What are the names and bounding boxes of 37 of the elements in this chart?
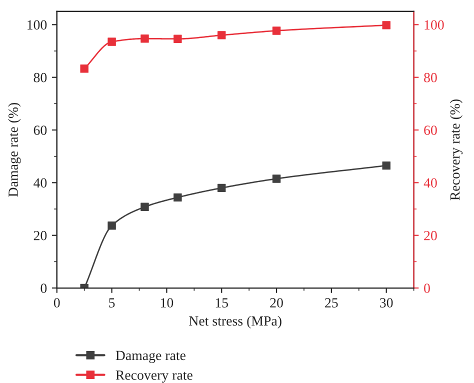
point [80, 64, 88, 73]
x-tick-label: 0 [54, 298, 60, 308]
y-tick-label: 20 [34, 230, 47, 240]
y2-tick-label: 80 [424, 72, 437, 82]
y-tick-label: 40 [34, 178, 47, 188]
point [108, 221, 116, 230]
point [140, 202, 149, 212]
point [108, 38, 116, 46]
point [140, 34, 149, 43]
legend-label: Recovery rate [116, 370, 192, 383]
point [272, 174, 281, 183]
point [272, 26, 281, 35]
x-tick-label: 30 [380, 298, 393, 308]
x-tick-label: 10 [160, 298, 174, 308]
y2-tick-label: 60 [424, 126, 437, 135]
y2-tick-label: 40 [424, 178, 437, 188]
point [382, 21, 390, 30]
y-tick-label: 100 [28, 20, 47, 30]
x-tick-label: 5 [109, 298, 115, 308]
y2-axis-title: Recovery rate (%) [450, 99, 463, 200]
point [218, 184, 226, 192]
x-tick-label: 20 [270, 298, 283, 308]
point [382, 161, 390, 170]
y-tick-label: 60 [34, 126, 47, 135]
legend-label: Damage rate [116, 350, 186, 364]
point [174, 193, 182, 202]
y2-tick-label: 20 [424, 230, 437, 240]
point [218, 31, 226, 40]
x-tick-label: 25 [325, 298, 338, 308]
y-axis-title: Damage rate (%) [8, 102, 21, 197]
x-tick-label: 15 [216, 298, 228, 308]
y2-tick-label: 0 [424, 284, 430, 293]
y-tick-label: 80 [34, 72, 47, 82]
y2-tick-label: 100 [424, 20, 444, 30]
y-tick-label: 0 [40, 284, 47, 293]
x-axis-title: Net stress (MPa) [189, 316, 282, 328]
point [174, 34, 182, 43]
